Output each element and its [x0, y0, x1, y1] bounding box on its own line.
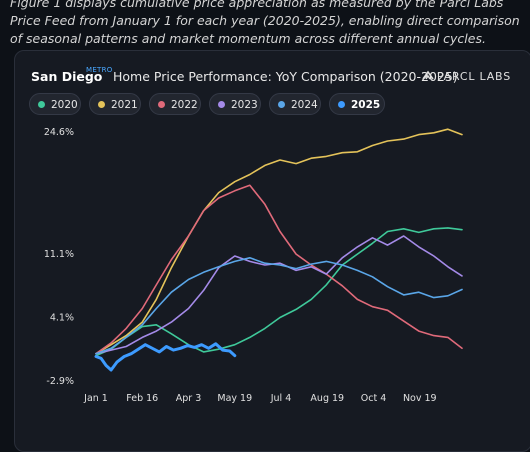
x-axis-labels: Jan 1 Feb 16 Apr 3 May 19 Jul 4 Aug 19 Oct 4 No…: [83, 393, 436, 404]
x-tick-label: Oct 4: [361, 393, 387, 404]
series-line-2025: [94, 342, 237, 372]
legend-dot-2023: [218, 101, 225, 108]
y-tick-label: -2.9%: [46, 376, 74, 387]
series-line-2023: [95, 235, 463, 355]
figure-caption: Figure 1 displays cumulative price appre…: [10, 0, 520, 46]
y-tick-label: 4.1%: [50, 313, 74, 324]
legend-label-2023: 2023: [231, 99, 258, 111]
legend-label-2020: 2020: [51, 99, 78, 111]
chart-card: San Diego METRO Home Price Performance: …: [14, 50, 530, 452]
legend-pill-2025[interactable]: 2025: [329, 93, 385, 115]
legend-pill-2024[interactable]: 2024: [269, 93, 321, 115]
x-tick-label: Nov 19: [403, 393, 437, 404]
y-axis-labels: 24.6% 11.1% 4.1% -2.9%: [44, 127, 74, 387]
series-line-2024: [95, 256, 463, 355]
x-tick-label: Apr 3: [176, 393, 202, 404]
chart-title: Home Price Performance: YoY Comparison (…: [113, 69, 458, 84]
x-tick-label: Jan 1: [83, 393, 108, 404]
x-tick-label: Aug 19: [310, 393, 344, 404]
series-line-2022: [95, 184, 463, 355]
legend-pill-2020[interactable]: 2020: [29, 93, 81, 115]
parcl-logo-icon: [422, 70, 434, 80]
brand-name: PARCL LABS: [436, 70, 511, 83]
legend-pill-2022[interactable]: 2022: [149, 93, 201, 115]
legend-pill-2021[interactable]: 2021: [89, 93, 141, 115]
y-tick-label: 11.1%: [44, 249, 74, 260]
legend-dot-2024: [278, 101, 285, 108]
legend-label-2021: 2021: [111, 99, 138, 111]
metro-badge: METRO: [86, 66, 113, 74]
legend-pill-2023[interactable]: 2023: [209, 93, 261, 115]
city-name: San Diego: [31, 69, 103, 84]
series-lines: [94, 128, 463, 372]
chart-header: San Diego METRO Home Price Performance: …: [31, 66, 511, 89]
series-line-2021: [95, 128, 463, 355]
series-line-2020: [95, 227, 463, 357]
legend-dot-2025: [338, 101, 345, 108]
x-tick-label: Jul 4: [270, 393, 292, 404]
legend-dot-2021: [98, 101, 105, 108]
x-tick-label: May 19: [217, 393, 252, 404]
legend-dot-2020: [38, 101, 45, 108]
legend-dot-2022: [158, 101, 165, 108]
y-tick-label: 24.6%: [44, 127, 74, 138]
parcl-labs-logo: PARCL LABS: [422, 70, 511, 83]
line-chart: 24.6% 11.1% 4.1% -2.9% Jan 1 Feb 16 Apr 3 May …: [44, 127, 463, 404]
legend-label-2022: 2022: [171, 99, 198, 111]
legend-label-2024: 2024: [291, 99, 318, 111]
legend-label-2025: 2025: [351, 99, 381, 111]
x-tick-label: Feb 16: [126, 393, 158, 404]
